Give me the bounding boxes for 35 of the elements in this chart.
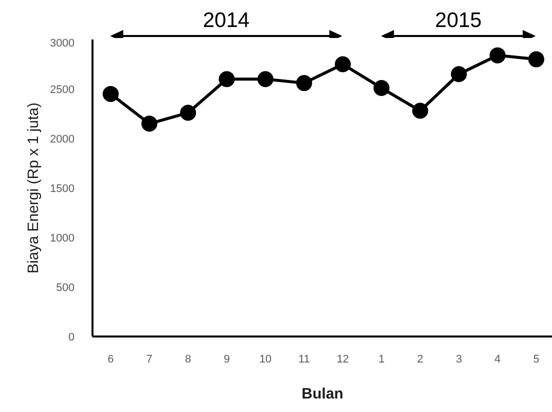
point — [334, 56, 351, 72]
y-tick-label: 2500 — [50, 84, 75, 96]
point — [218, 71, 235, 88]
y-tick-label: 1500 — [50, 183, 75, 195]
text: 2015 — [435, 9, 482, 32]
x-tick-label: 7 — [146, 354, 152, 366]
x-tick-label: 2 — [417, 354, 424, 366]
x-axis-title: Bulan — [302, 386, 344, 402]
point — [141, 116, 158, 132]
point — [450, 66, 467, 82]
x-tick-label: 12 — [336, 354, 349, 366]
y-tick-label: 3000 — [50, 38, 75, 50]
x-tick-label: 8 — [185, 354, 192, 366]
point — [296, 75, 312, 92]
x-tick-label: 5 — [533, 354, 540, 366]
y-axis-title: Biaya Energi (Rp x 1 juta) — [25, 102, 42, 274]
text: 2014 — [202, 9, 250, 32]
point — [257, 71, 274, 88]
x-tick-label: 6 — [108, 354, 114, 366]
y-tick-label: 2000 — [50, 134, 75, 146]
y-tick-label: 0 — [68, 332, 75, 344]
y-tick-label: 1000 — [50, 232, 75, 244]
x-tick-label: 3 — [456, 354, 462, 366]
y-tick-label: 500 — [56, 282, 75, 294]
point — [412, 102, 428, 119]
x-tick-label: 11 — [298, 354, 310, 366]
point — [490, 47, 506, 64]
x-tick-label: 4 — [494, 354, 501, 366]
x-tick-label: 10 — [259, 354, 272, 366]
point — [180, 104, 196, 121]
x-tick-label: 9 — [224, 354, 230, 366]
x-tick-label: 1 — [378, 354, 385, 366]
point — [102, 86, 119, 102]
point — [528, 51, 544, 68]
point — [374, 80, 390, 96]
